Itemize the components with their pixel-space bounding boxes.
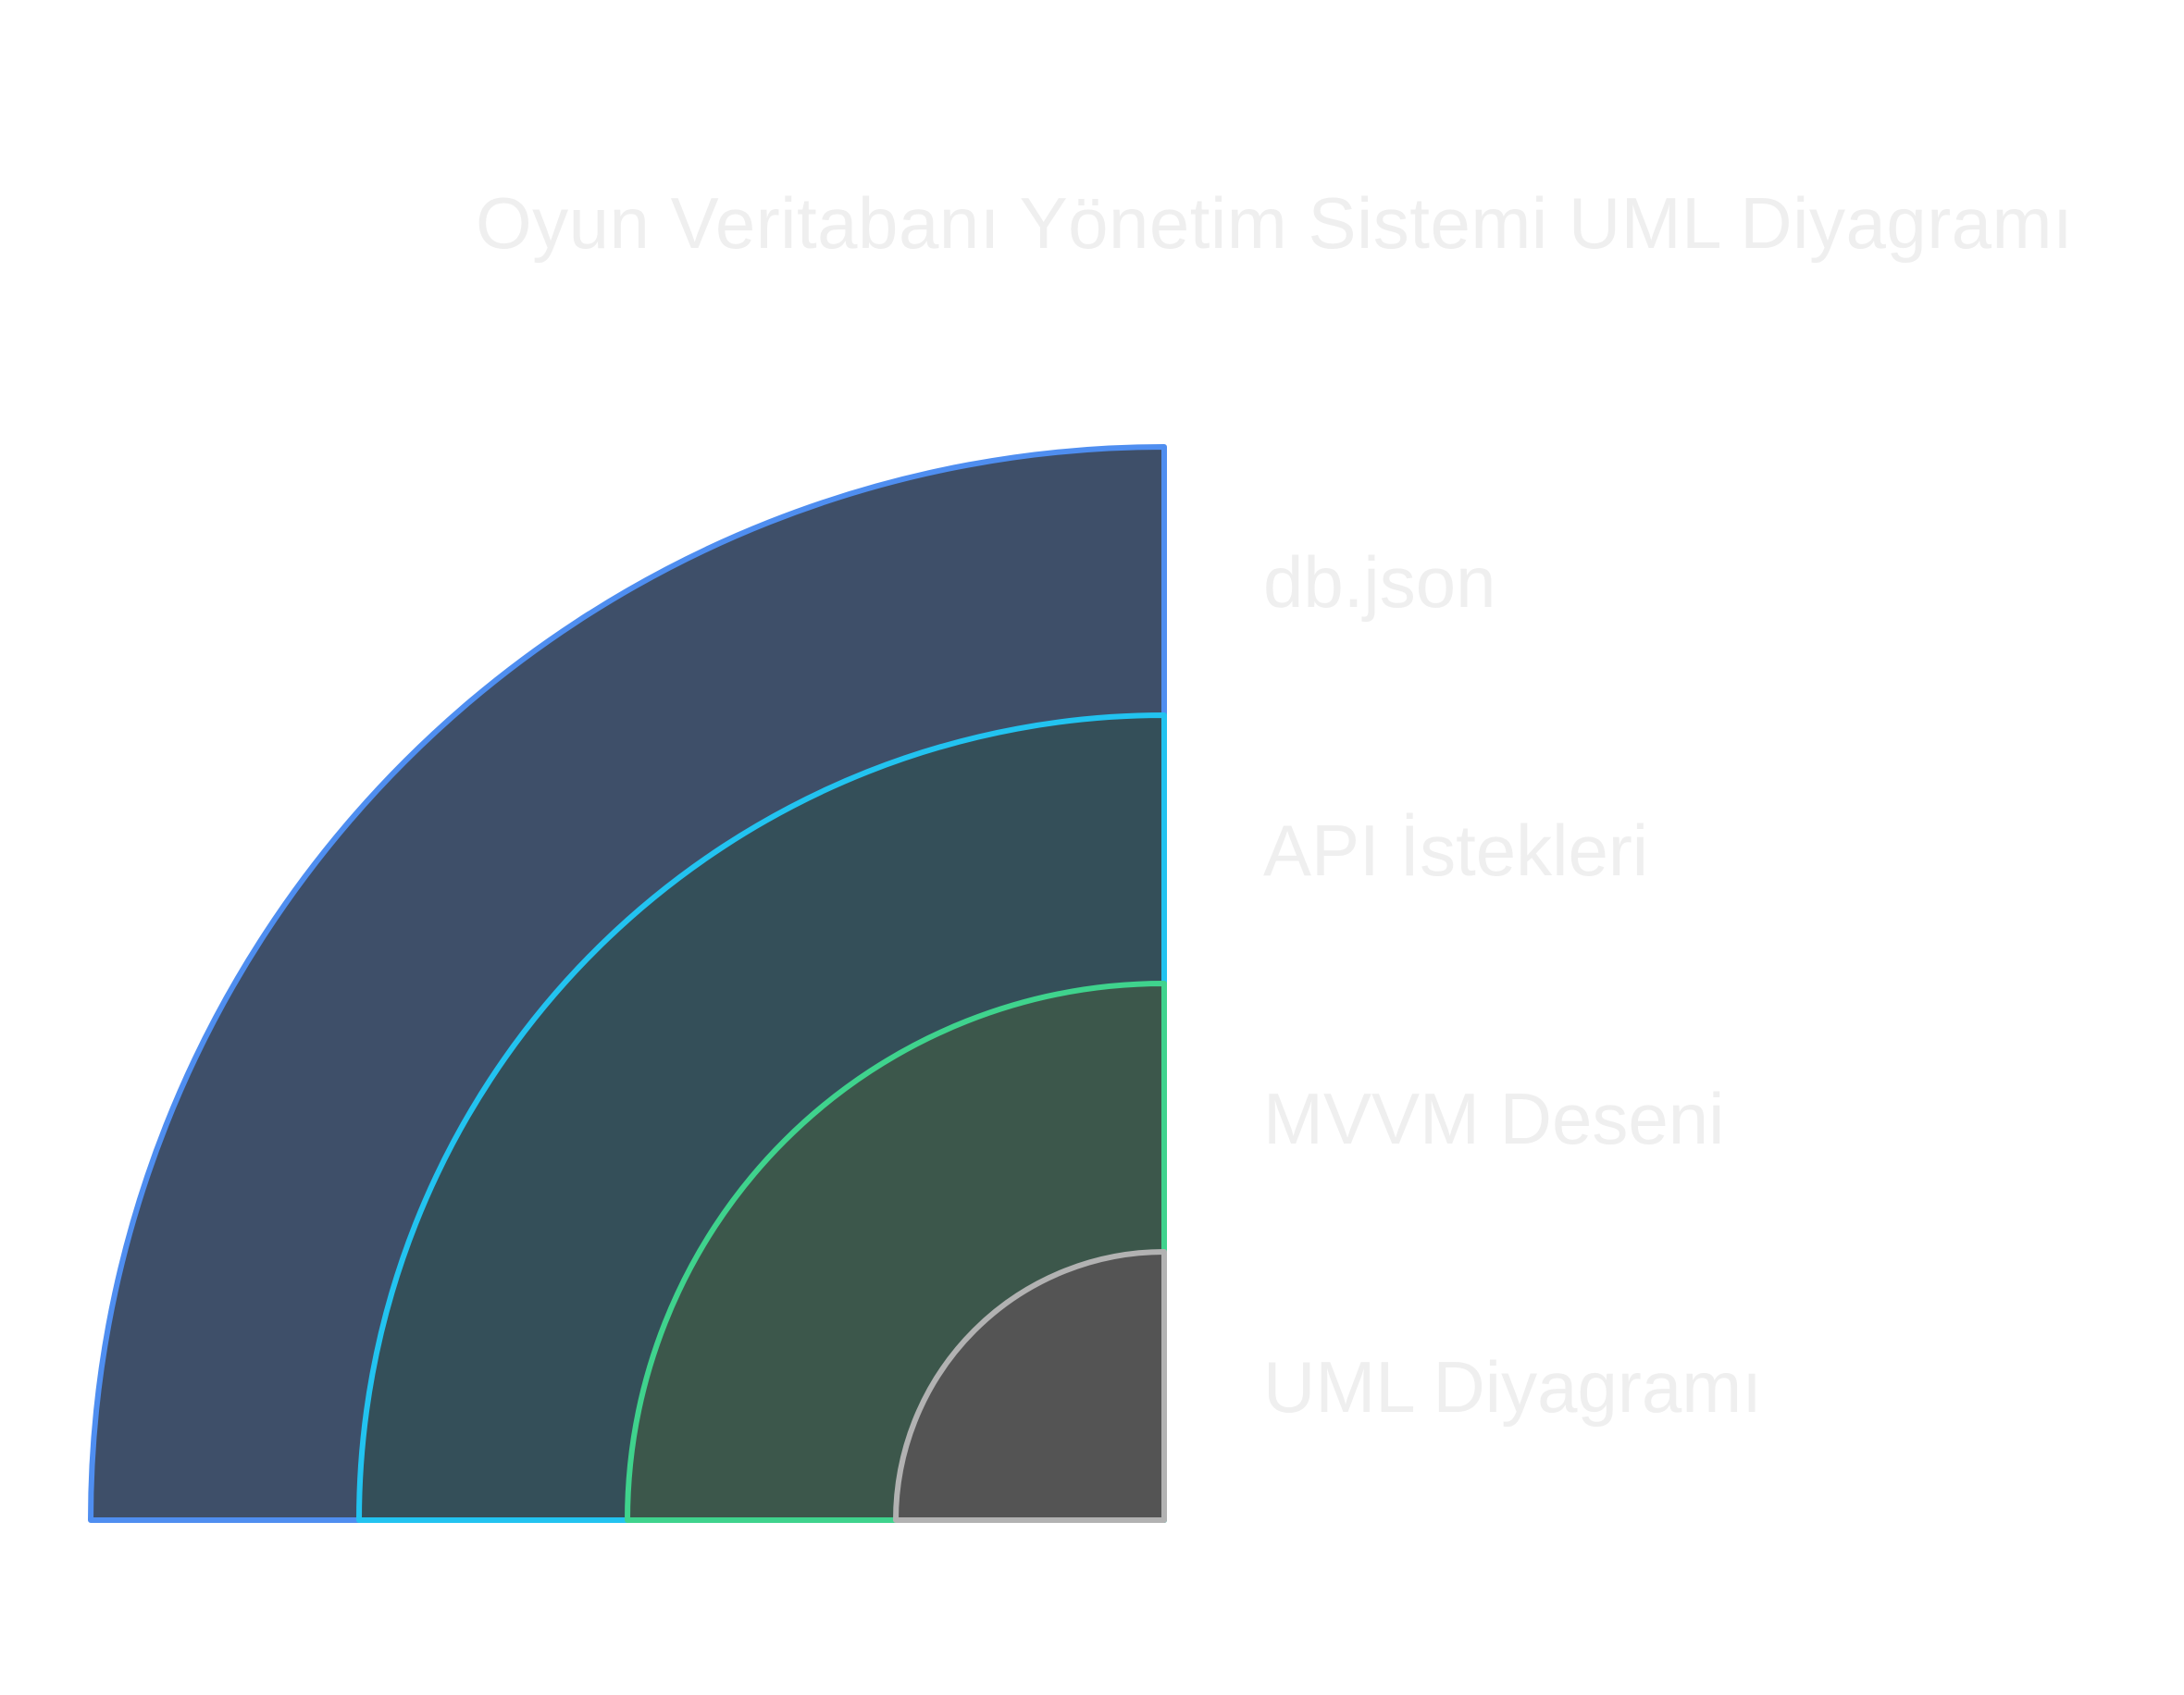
layer-arc-4 xyxy=(893,1249,1167,1523)
layer-label-1: db.json xyxy=(1263,541,1496,623)
layer-label-4: UML Diyagramı xyxy=(1263,1346,1762,1428)
diagram-title: Oyun Veritabanı Yönetim Sistemi UML Diya… xyxy=(476,182,2074,264)
layer-label-3: MVVM Deseni xyxy=(1263,1078,1724,1159)
layer-label-2: API İstekleri xyxy=(1263,810,1648,891)
